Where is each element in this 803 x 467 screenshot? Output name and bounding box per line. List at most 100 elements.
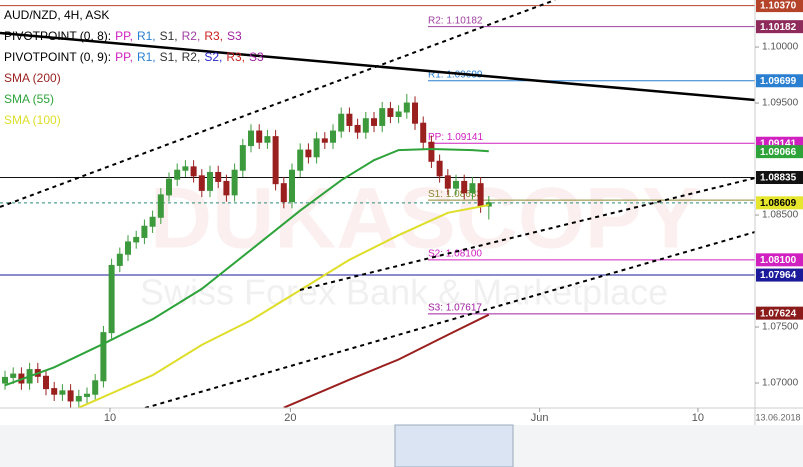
legend: AUD/NZD, 4H, ASK PIVOTPOINT (0, 8): PP, R1… <box>4 5 268 131</box>
price-tag-label: 1.08609 <box>760 198 797 209</box>
trend-lines <box>0 0 755 408</box>
x-tick-label: 20 <box>284 412 296 424</box>
candle-body <box>485 202 492 207</box>
price-tag-label: 1.08835 <box>760 173 797 184</box>
indicator-name: PIVOTPOINT (0, 9): <box>4 50 112 64</box>
candle-body <box>116 253 123 266</box>
indicator-item: R3, <box>204 29 224 43</box>
indicator-item: S1, <box>159 50 178 64</box>
candle-body <box>469 183 476 194</box>
indicator-name: PIVOTPOINT (0, 8): <box>4 29 112 43</box>
candle-body <box>174 169 181 180</box>
candle-body <box>125 241 132 255</box>
candle-body <box>231 169 238 196</box>
candle-body <box>84 393 91 397</box>
pivot-label: R1: 1.09699 <box>428 69 483 80</box>
legend-title: AUD/NZD, 4H, ASK <box>4 8 110 22</box>
candle-body <box>436 160 443 177</box>
indicator-item: R2, <box>181 29 201 43</box>
candle-body <box>403 102 410 113</box>
price-tag <box>756 171 803 185</box>
price-tag-label: 1.09066 <box>760 147 797 158</box>
indicator-item: PP, <box>115 50 133 64</box>
indicator-item: S2, <box>204 50 223 64</box>
candle-body <box>215 171 222 182</box>
candle-body <box>313 138 320 158</box>
plot-area: R2: 1.10182 R1: 1.09699 PP: 1.09141 S1: 1.0… <box>0 5 755 408</box>
candle-body <box>264 136 271 143</box>
candle-body <box>453 180 460 189</box>
price-tag-label: 1.09699 <box>760 76 797 87</box>
watermark-logo: DUKASCOPY <box>150 171 700 267</box>
candle-body <box>92 380 99 395</box>
candle-body <box>428 141 435 162</box>
candle-body <box>444 175 451 189</box>
candle-body <box>108 264 115 334</box>
sma-line <box>4 147 489 387</box>
y-tick-label: 1.09500 <box>762 98 799 109</box>
candle-body <box>379 108 386 126</box>
navigator-window[interactable] <box>394 424 514 467</box>
pivot-label: S3: 1.07617 <box>428 303 482 314</box>
x-tick-label: 10 <box>104 412 116 424</box>
candle-body <box>207 171 214 191</box>
candle-body <box>321 138 328 143</box>
candle-body <box>420 122 427 143</box>
pivot-label: PP: 1.09141 <box>428 132 483 143</box>
candle-body <box>182 166 189 171</box>
x-tick-label: Jun <box>531 412 549 424</box>
candle-body <box>477 183 484 207</box>
indicator-item: R2, <box>181 50 201 64</box>
candle-body <box>412 102 419 124</box>
price-tag-label: 1.08100 <box>760 255 797 266</box>
y-tick-label: 1.07000 <box>762 378 799 389</box>
candle-body <box>166 178 173 196</box>
x-tick-label: 10 <box>692 412 704 424</box>
sma-line <box>283 313 490 408</box>
indicator-item: R1, <box>136 29 156 43</box>
price-tag <box>756 145 803 159</box>
candle-body <box>2 376 9 384</box>
candle-body <box>280 183 287 203</box>
candle-body <box>198 175 205 191</box>
candle-body <box>395 111 402 117</box>
price-tag <box>756 196 803 210</box>
candle-body <box>43 375 50 390</box>
channel-line <box>0 0 556 208</box>
candle-body <box>75 395 82 402</box>
watermark: DUKASCOPY Swiss Forex Bank & Marketplace <box>140 171 700 313</box>
navigator <box>0 425 803 467</box>
legend-indicator: PIVOTPOINT (0, 9): PP, R1, S1, R2, S2, R3, S3 <box>4 47 268 68</box>
candle-body <box>362 118 369 133</box>
candle-body <box>461 180 468 194</box>
legend-entry: SMA (100) <box>4 113 61 127</box>
pivot-label: R2: 1.10182 <box>428 15 483 26</box>
candle-body <box>272 136 279 185</box>
candle-body <box>190 166 197 177</box>
price-tag <box>756 74 803 88</box>
price-tag-label: 1.09141 <box>760 138 797 149</box>
price-tag <box>756 253 803 267</box>
candle-body <box>248 130 255 147</box>
price-tag <box>756 0 803 13</box>
price-tag-label: 1.07624 <box>760 308 797 319</box>
candle-body <box>59 390 66 395</box>
candle-body <box>330 130 337 143</box>
candle-body <box>223 180 230 196</box>
candle-body <box>149 216 156 227</box>
candle-body <box>10 373 17 378</box>
indicator-item: S3 <box>227 29 242 43</box>
price-tag <box>756 20 803 34</box>
candle-body <box>51 388 58 395</box>
candle-body <box>338 113 345 132</box>
y-tick-label: 1.10000 <box>762 42 799 53</box>
watermark-slogan: Swiss Forex Bank & Marketplace <box>140 272 668 313</box>
candle-body <box>157 194 164 218</box>
price-tag-label: 1.10182 <box>760 22 797 33</box>
indicator-item: R1, <box>136 50 156 64</box>
indicator-item: S1, <box>159 29 178 43</box>
candle-body <box>371 118 378 126</box>
candle-body <box>305 149 312 158</box>
candle-body <box>289 169 296 203</box>
